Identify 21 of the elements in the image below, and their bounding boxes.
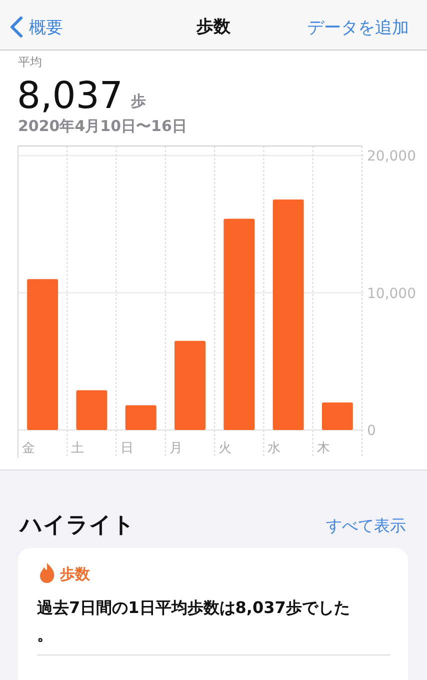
annotation: 過去7日間の1日平均歩数は8,037歩でした。 bbox=[37, 598, 350, 644]
annotation: 概要 bbox=[29, 18, 63, 38]
x-tick-label: 土 bbox=[71, 441, 84, 456]
annotation: 歩数 bbox=[60, 565, 90, 583]
y-tick-label: 20,000 bbox=[367, 148, 416, 165]
annotation: 歩 bbox=[130, 92, 146, 110]
x-tick-label: 火 bbox=[218, 441, 232, 456]
title: 歩数 bbox=[196, 17, 230, 37]
annotation: 8,037 bbox=[17, 74, 123, 117]
x-tick-label: 日 bbox=[120, 441, 134, 456]
x-tick-label: 木 bbox=[316, 441, 330, 456]
x-tick-label: 金 bbox=[22, 441, 35, 456]
annotation: 平均 bbox=[18, 55, 42, 69]
annotation: データを追加 bbox=[307, 18, 409, 38]
y-tick-label: 0 bbox=[367, 423, 376, 439]
annotation: すべて表示 bbox=[326, 516, 406, 535]
x-tick-label: 水 bbox=[268, 441, 281, 456]
annotation: 2020年4月10日〜16日 bbox=[18, 117, 187, 135]
x-tick-label: 月 bbox=[169, 441, 182, 456]
y-tick-label: 10,000 bbox=[367, 286, 416, 302]
annotation: ハイライト bbox=[20, 513, 135, 538]
